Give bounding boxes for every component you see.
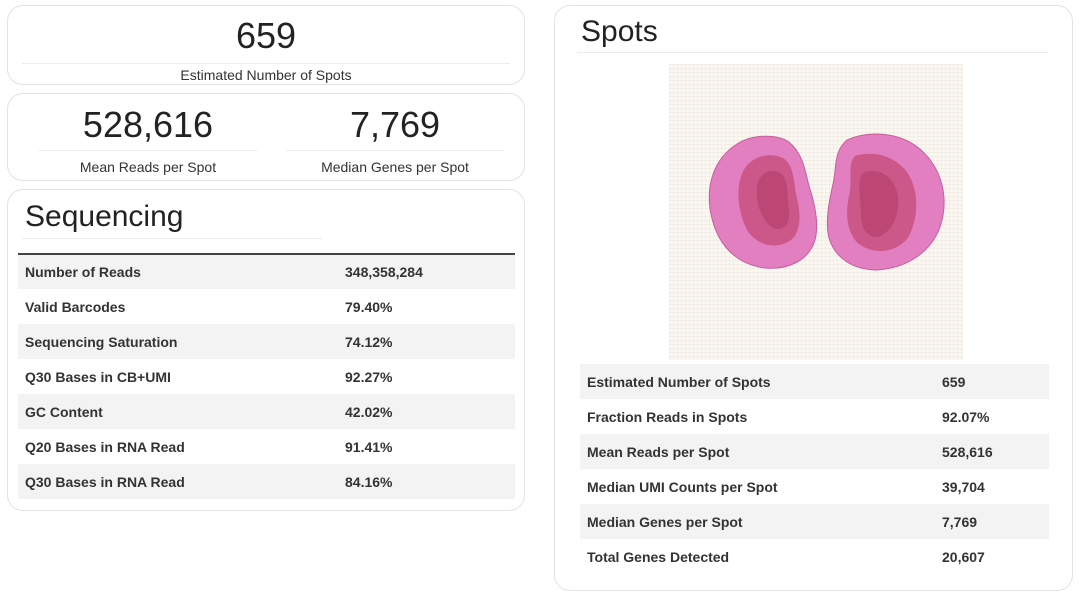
row-key: Q30 Bases in RNA Read bbox=[18, 464, 338, 499]
spots-row: Mean Reads per Spot 528,616 bbox=[580, 434, 1049, 469]
row-key: Total Genes Detected bbox=[587, 548, 730, 565]
spots-row: Median Genes per Spot 7,769 bbox=[580, 504, 1049, 539]
estimated-spots-card: 659 Estimated Number of Spots bbox=[7, 5, 525, 85]
tissue-core-left bbox=[756, 170, 790, 230]
spots-card: Spots Estimated Number of Spots 659 Fracti… bbox=[554, 5, 1073, 591]
spots-row: Estimated Number of Spots 659 bbox=[580, 364, 1049, 399]
row-value: 7,769 bbox=[935, 504, 1049, 539]
row-value: 39,704 bbox=[942, 478, 985, 495]
sequencing-row: Sequencing Saturation 74.12% bbox=[18, 324, 515, 359]
row-value: 528,616 bbox=[935, 434, 1049, 469]
row-value: 348,358,284 bbox=[338, 254, 515, 289]
mean-reads-metric: 528,616 Mean Reads per Spot bbox=[33, 94, 263, 182]
row-key: Mean Reads per Spot bbox=[580, 434, 935, 469]
row-key: Estimated Number of Spots bbox=[580, 364, 935, 399]
tissue-image-svg bbox=[669, 64, 963, 360]
row-value: 74.12% bbox=[338, 324, 515, 359]
tissue-image bbox=[669, 64, 963, 360]
row-value: 92.07% bbox=[942, 408, 990, 425]
row-key: Fraction Reads in Spots bbox=[587, 408, 748, 425]
median-genes-label: Median Genes per Spot bbox=[321, 159, 469, 175]
sequencing-title: Sequencing bbox=[25, 200, 184, 233]
divider bbox=[22, 63, 510, 64]
divider bbox=[22, 238, 322, 239]
row-key: GC Content bbox=[18, 394, 338, 429]
row-key: Sequencing Saturation bbox=[18, 324, 338, 359]
sequencing-row: Q30 Bases in RNA Read 84.16% bbox=[18, 464, 515, 499]
row-value: 79.40% bbox=[345, 298, 393, 315]
divider bbox=[577, 52, 1048, 53]
sequencing-row: Number of Reads 348,358,284 bbox=[18, 254, 515, 289]
row-key: Median Genes per Spot bbox=[580, 504, 935, 539]
sequencing-card: Sequencing Number of Reads 348,358,284 Val… bbox=[7, 189, 525, 511]
row-value: 91.41% bbox=[345, 438, 393, 455]
median-genes-value: 7,769 bbox=[349, 104, 441, 145]
median-genes-metric: 7,769 Median Genes per Spot bbox=[280, 94, 510, 182]
estimated-spots-value: 659 bbox=[235, 15, 297, 56]
row-value: 20,607 bbox=[942, 548, 985, 565]
row-key: Median UMI Counts per Spot bbox=[587, 478, 778, 495]
row-value: 659 bbox=[935, 364, 1049, 399]
row-value: 84.16% bbox=[338, 464, 515, 499]
row-key: Number of Reads bbox=[18, 254, 338, 289]
divider bbox=[286, 150, 504, 151]
sequencing-table: Number of Reads 348,358,284 Valid Barcodes… bbox=[18, 253, 515, 499]
sequencing-row: Q30 Bases in CB+UMI 92.27% bbox=[18, 359, 515, 394]
mean-reads-label: Mean Reads per Spot bbox=[79, 159, 217, 175]
spots-table: Estimated Number of Spots 659 Fraction Rea… bbox=[580, 364, 1049, 574]
spots-title: Spots bbox=[581, 15, 658, 48]
spots-row: Median UMI Counts per Spot 39,704 bbox=[580, 469, 1049, 504]
spots-row: Fraction Reads in Spots 92.07% bbox=[580, 399, 1049, 434]
divider bbox=[39, 150, 257, 151]
estimated-spots-label: Estimated Number of Spots bbox=[180, 67, 352, 83]
row-key: Valid Barcodes bbox=[25, 298, 126, 315]
row-key: Q30 Bases in CB+UMI bbox=[25, 368, 171, 385]
row-value: 42.02% bbox=[338, 394, 515, 429]
mean-reads-value: 528,616 bbox=[82, 104, 214, 145]
sequencing-row: Valid Barcodes 79.40% bbox=[18, 289, 515, 324]
row-value: 92.27% bbox=[345, 368, 393, 385]
reads-genes-card: 528,616 Mean Reads per Spot 7,769 Median… bbox=[7, 93, 525, 181]
sequencing-row: Q20 Bases in RNA Read 91.41% bbox=[18, 429, 515, 464]
tissue-core-right bbox=[859, 170, 899, 237]
spots-row: Total Genes Detected 20,607 bbox=[580, 539, 1049, 574]
sequencing-row: GC Content 42.02% bbox=[18, 394, 515, 429]
row-key: Q20 Bases in RNA Read bbox=[25, 438, 185, 455]
